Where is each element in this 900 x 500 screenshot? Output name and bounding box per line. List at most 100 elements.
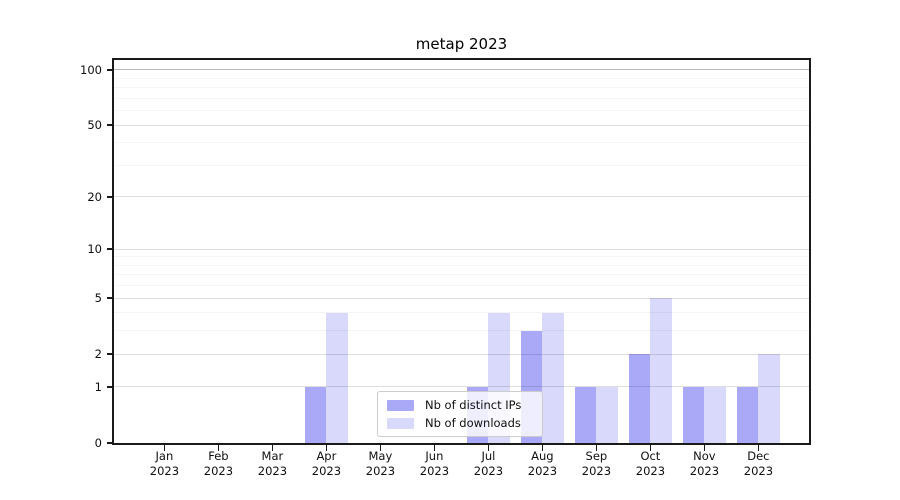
bar-nb-of-distinct-ips-nov-2023: [682, 386, 705, 443]
bar-nb-of-downloads-nov-2023: [704, 386, 726, 443]
legend-label-distinct-ips: Nb of distinct IPs: [425, 398, 522, 412]
x-tick-label-month: Aug: [531, 449, 554, 463]
y-tick-1: [107, 386, 112, 388]
y-tick-2: [107, 353, 112, 355]
x-tick-label-year: 2023: [365, 464, 396, 478]
legend-label-downloads: Nb of downloads: [425, 416, 521, 430]
y-tick-label-2: 2: [94, 347, 102, 362]
legend-item-distinct-ips: Nb of distinct IPs: [387, 398, 533, 412]
y-tick-label-5: 5: [94, 291, 102, 306]
y-tick-10: [107, 248, 112, 250]
gridline-minor-70: [114, 97, 809, 99]
gridline-minor-4: [114, 312, 809, 314]
x-tick-label-year: 2023: [257, 464, 288, 478]
x-tick-label-month: Sep: [585, 449, 608, 463]
x-tick-sep-2023: [595, 443, 598, 451]
x-tick-label-jun-2023: Jun 2023: [394, 449, 474, 479]
x-tick-label-year: 2023: [689, 464, 720, 478]
y-tick-50: [107, 124, 112, 126]
y-tick-0: [107, 442, 112, 444]
x-tick-label-year: 2023: [203, 464, 234, 478]
x-tick-label-apr-2023: Apr 2023: [286, 449, 366, 479]
x-tick-label-year: 2023: [311, 464, 342, 478]
bar-nb-of-distinct-ips-sep-2023: [574, 386, 597, 443]
y-tick-label-20: 20: [87, 189, 102, 204]
x-tick-label-month: Dec: [747, 449, 770, 463]
x-tick-label-sep-2023: Sep 2023: [556, 449, 636, 479]
x-tick-label-dec-2023: Dec 2023: [718, 449, 798, 479]
legend-swatch-downloads: [387, 417, 414, 429]
legend-swatch-distinct-ips: [387, 399, 414, 411]
x-tick-jul-2023: [487, 443, 490, 451]
gridline-minor-30: [114, 164, 809, 166]
y-tick-100: [107, 69, 112, 71]
x-tick-may-2023: [379, 443, 382, 451]
x-tick-label-may-2023: May 2023: [340, 449, 420, 479]
gridline-minor-40: [114, 142, 809, 144]
x-tick-label-month: May: [368, 449, 393, 463]
x-tick-label-month: Nov: [693, 449, 716, 463]
x-tick-label-year: 2023: [581, 464, 612, 478]
y-tick-label-0: 0: [94, 436, 102, 450]
x-tick-nov-2023: [703, 443, 706, 451]
x-tick-oct-2023: [649, 443, 652, 451]
bar-nb-of-distinct-ips-oct-2023: [628, 354, 651, 443]
gridline-minor-6: [114, 285, 809, 287]
x-tick-label-oct-2023: Oct 2023: [610, 449, 690, 479]
x-tick-aug-2023: [541, 443, 544, 451]
legend-item-downloads: Nb of downloads: [387, 416, 533, 430]
gridline-major-5: [114, 297, 809, 299]
bar-nb-of-downloads-oct-2023: [650, 298, 672, 443]
gridline-minor-90: [114, 77, 809, 79]
x-tick-label-year: 2023: [473, 464, 504, 478]
bar-nb-of-downloads-sep-2023: [596, 386, 618, 443]
x-tick-label-nov-2023: Nov 2023: [664, 449, 744, 479]
y-tick-label-1: 1: [94, 379, 102, 394]
x-tick-label-year: 2023: [743, 464, 774, 478]
x-tick-label-mar-2023: Mar 2023: [232, 449, 312, 479]
gridline-minor-80: [114, 87, 809, 89]
legend: Nb of distinct IPs Nb of downloads: [377, 391, 543, 437]
x-tick-label-month: Oct: [640, 449, 661, 463]
bar-nb-of-distinct-ips-apr-2023: [304, 386, 327, 443]
x-tick-label-jul-2023: Jul 2023: [448, 449, 528, 479]
y-tick-5: [107, 297, 112, 299]
bar-nb-of-downloads-dec-2023: [758, 354, 780, 443]
chart-title: metap 2023: [415, 35, 508, 53]
y-tick-20: [107, 196, 112, 198]
gridline-minor-3: [114, 330, 809, 332]
gridline-major-50: [114, 124, 809, 126]
x-tick-feb-2023: [217, 443, 220, 451]
x-tick-label-year: 2023: [635, 464, 666, 478]
x-tick-mar-2023: [271, 443, 274, 451]
x-tick-label-month: Feb: [208, 449, 229, 463]
x-tick-jan-2023: [163, 443, 166, 451]
gridline-major-20: [114, 196, 809, 198]
x-tick-label-month: Mar: [261, 449, 284, 463]
gridline-major-100: [114, 69, 809, 71]
x-tick-label-year: 2023: [419, 464, 450, 478]
gridline-major-10: [114, 248, 809, 250]
gridline-minor-9: [114, 256, 809, 258]
bar-nb-of-downloads-apr-2023: [326, 312, 348, 443]
gridline-minor-7: [114, 274, 809, 276]
gridline-minor-8: [114, 264, 809, 266]
x-tick-apr-2023: [325, 443, 328, 451]
x-tick-label-month: Apr: [316, 449, 337, 463]
plot-area: [107, 58, 811, 451]
x-tick-label-month: Jul: [481, 449, 496, 463]
gridline-major-2: [114, 353, 809, 355]
y-tick-label-50: 50: [87, 118, 102, 133]
y-tick-label-100: 100: [80, 62, 102, 77]
x-tick-label-month: Jan: [155, 449, 174, 463]
x-tick-dec-2023: [757, 443, 760, 451]
x-tick-label-year: 2023: [527, 464, 558, 478]
x-tick-label-month: Jun: [425, 449, 444, 463]
bar-nb-of-downloads-aug-2023: [542, 312, 564, 443]
gridline-minor-60: [114, 110, 809, 112]
y-tick-label-10: 10: [87, 242, 102, 257]
x-tick-label-year: 2023: [149, 464, 180, 478]
gridline-major-1: [114, 386, 809, 388]
x-tick-jun-2023: [433, 443, 436, 451]
